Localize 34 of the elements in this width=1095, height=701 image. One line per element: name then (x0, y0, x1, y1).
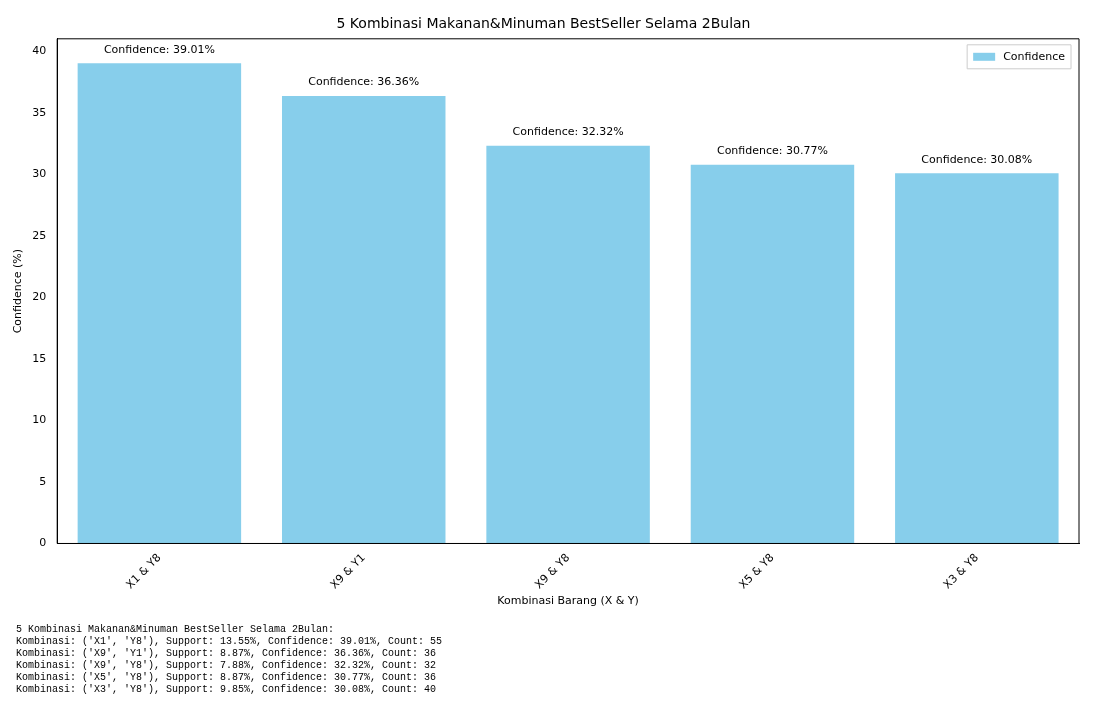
y-tick-label: 0 (39, 536, 47, 550)
legend-label: Confidence (1003, 49, 1066, 63)
data-label: Confidence: 30.08% (921, 152, 1033, 166)
y-axis-title: Confidence (%) (11, 248, 25, 334)
y-tick-label: 5 (39, 474, 47, 488)
x-tick-label: X3 & Y8 (940, 551, 981, 592)
data-label: Confidence: 39.01% (103, 42, 215, 56)
bar (690, 164, 855, 544)
x-tick-label: X1 & Y8 (123, 551, 164, 592)
y-tick-label: 10 (32, 413, 47, 427)
data-label: Confidence: 30.77% (716, 144, 828, 158)
x-tick-label: X5 & Y8 (736, 551, 777, 592)
text: Kombinasi: ('X9', 'Y8'), Support: 7.88%, Confidence: 32.32%, Count: 32 (16, 660, 438, 672)
y-tick-label: 20 (32, 290, 47, 304)
text: Kombinasi: ('X3', 'Y8'), Support: 9.85%, Confidence: 30.08%, Count: 40 (16, 684, 438, 696)
y-tick-label: 15 (32, 351, 47, 365)
data-label: Confidence: 36.36% (308, 75, 420, 89)
text: Kombinasi: ('X9', 'Y1'), Support: 8.87%, Confidence: 36.36%, Count: 36 (16, 648, 438, 660)
text: 5 Kombinasi Makanan&Minuman BestSeller Selama 2Bulan: (16, 624, 336, 636)
y-tick-label: 40 (32, 43, 47, 57)
chart-title: 5 Kombinasi Makanan&Minuman BestSeller Selama 2Bulan (336, 15, 751, 32)
x-axis-title: Kombinasi Barang (X & Y) (497, 594, 639, 608)
bar (281, 95, 446, 544)
bar (486, 145, 650, 544)
x-tick-label: X9 & Y8 (532, 551, 573, 592)
bar (77, 63, 242, 544)
data-label: Confidence: 32.32% (512, 125, 624, 138)
y-tick-label: 25 (32, 228, 47, 242)
bar (895, 173, 1059, 544)
y-tick-label: 35 (32, 105, 47, 119)
x-tick-label: X9 & Y1 (327, 551, 368, 592)
text: Kombinasi: ('X5', 'Y8'), Support: 8.87%, Confidence: 30.77%, Count: 36 (16, 672, 438, 684)
text: Kombinasi: ('X1', 'Y8'), Support: 13.55%, Confidence: 39.01%, Count: 55 (16, 636, 444, 648)
y-tick-label: 30 (32, 167, 47, 181)
